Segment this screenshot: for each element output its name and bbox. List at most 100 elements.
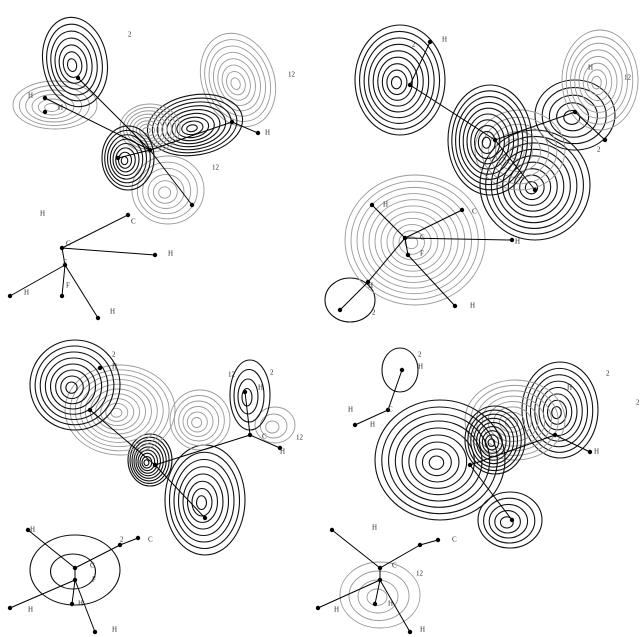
atom bbox=[453, 304, 457, 308]
contour bbox=[106, 403, 128, 421]
contour bbox=[192, 418, 202, 428]
bond bbox=[380, 545, 420, 568]
atom bbox=[460, 208, 464, 212]
atom bbox=[8, 294, 12, 298]
atom bbox=[468, 463, 472, 467]
atom-label: 2 bbox=[412, 41, 416, 49]
bond bbox=[405, 210, 462, 238]
atom bbox=[126, 213, 130, 217]
atom-label: H bbox=[24, 289, 29, 297]
bond bbox=[408, 255, 455, 306]
atom bbox=[60, 246, 64, 250]
contour bbox=[358, 580, 398, 613]
contour bbox=[422, 449, 451, 476]
contour bbox=[592, 76, 602, 89]
contour bbox=[429, 456, 443, 469]
contour bbox=[373, 51, 423, 112]
bond bbox=[72, 580, 75, 604]
atom bbox=[8, 606, 12, 610]
atom-label: H bbox=[588, 64, 593, 72]
atom-label: F bbox=[420, 250, 424, 258]
atom bbox=[373, 602, 377, 606]
atom bbox=[573, 110, 577, 114]
atom-label: H bbox=[280, 448, 285, 456]
contour bbox=[375, 206, 451, 277]
atom-label: 2 bbox=[418, 351, 422, 359]
contour bbox=[30, 340, 120, 430]
contour bbox=[402, 428, 474, 495]
atom-label: 2 bbox=[606, 370, 610, 378]
contour bbox=[520, 175, 544, 199]
contour bbox=[137, 162, 197, 219]
atom bbox=[418, 543, 422, 547]
atom-label: C bbox=[388, 406, 393, 414]
atom-label: C bbox=[148, 536, 153, 544]
atom bbox=[43, 96, 47, 100]
atom bbox=[256, 131, 260, 135]
atom bbox=[73, 578, 77, 582]
contour bbox=[165, 445, 245, 555]
atom-label: C bbox=[420, 234, 425, 242]
contour bbox=[482, 137, 490, 148]
atom bbox=[588, 450, 592, 454]
atom bbox=[153, 253, 157, 257]
contour bbox=[542, 88, 606, 144]
contour bbox=[363, 194, 465, 289]
contour bbox=[159, 187, 171, 198]
atom bbox=[533, 188, 537, 192]
contour bbox=[212, 53, 262, 110]
panel: 2 H 12 H 2 H C C F H H 2 H bbox=[325, 25, 638, 322]
atom bbox=[436, 538, 440, 542]
contour bbox=[391, 77, 401, 89]
bond bbox=[155, 465, 205, 518]
atom-label: 12 bbox=[416, 570, 424, 578]
atom bbox=[493, 138, 497, 142]
bond bbox=[78, 78, 150, 150]
atom-label: H bbox=[368, 282, 373, 290]
contour bbox=[153, 181, 177, 204]
atom-label: C bbox=[452, 536, 457, 544]
atom-label: H bbox=[334, 606, 339, 614]
atom-label: C bbox=[66, 240, 71, 248]
atom-label: H bbox=[28, 92, 33, 100]
atom bbox=[60, 294, 64, 298]
atom-label: H bbox=[258, 384, 263, 392]
atom bbox=[93, 630, 97, 634]
panel: 2 H 12 2 H C 12 H C 2 H C F H H H bbox=[8, 340, 304, 634]
contour bbox=[144, 460, 149, 466]
atom-label: H bbox=[58, 104, 63, 112]
atom bbox=[203, 516, 207, 520]
atom-label: H bbox=[112, 626, 117, 634]
panel: 2 H H C H 2 H 2 H C H C 12 H H H bbox=[316, 348, 640, 634]
bond bbox=[75, 545, 120, 568]
atom-label: 2 bbox=[270, 369, 274, 377]
atom-label: H bbox=[594, 448, 599, 456]
bond bbox=[118, 150, 150, 158]
atom bbox=[116, 156, 120, 160]
contour bbox=[367, 589, 387, 606]
atom bbox=[603, 138, 607, 142]
bond bbox=[65, 265, 98, 318]
atom bbox=[190, 203, 194, 207]
contour bbox=[66, 58, 77, 72]
contour bbox=[91, 389, 146, 434]
atom bbox=[353, 423, 357, 427]
figure: 2 H H 12 H 12 H C C H F H F H 2 H 12 H 2… bbox=[0, 0, 643, 637]
atom bbox=[136, 536, 140, 540]
contour bbox=[51, 554, 96, 589]
atom-label: F bbox=[66, 282, 70, 290]
atom-label: 2 bbox=[636, 399, 640, 407]
contour bbox=[395, 421, 482, 501]
contour bbox=[181, 119, 204, 136]
atom-label: H bbox=[168, 250, 173, 258]
atom bbox=[316, 606, 320, 610]
atom-label: F bbox=[92, 576, 96, 584]
atom bbox=[43, 110, 47, 114]
atom bbox=[378, 566, 382, 570]
contour bbox=[238, 379, 258, 414]
atom bbox=[70, 602, 74, 606]
contour bbox=[45, 104, 59, 112]
atom bbox=[403, 236, 407, 240]
atom-label: H bbox=[370, 421, 375, 429]
atom-label: H bbox=[442, 36, 447, 44]
